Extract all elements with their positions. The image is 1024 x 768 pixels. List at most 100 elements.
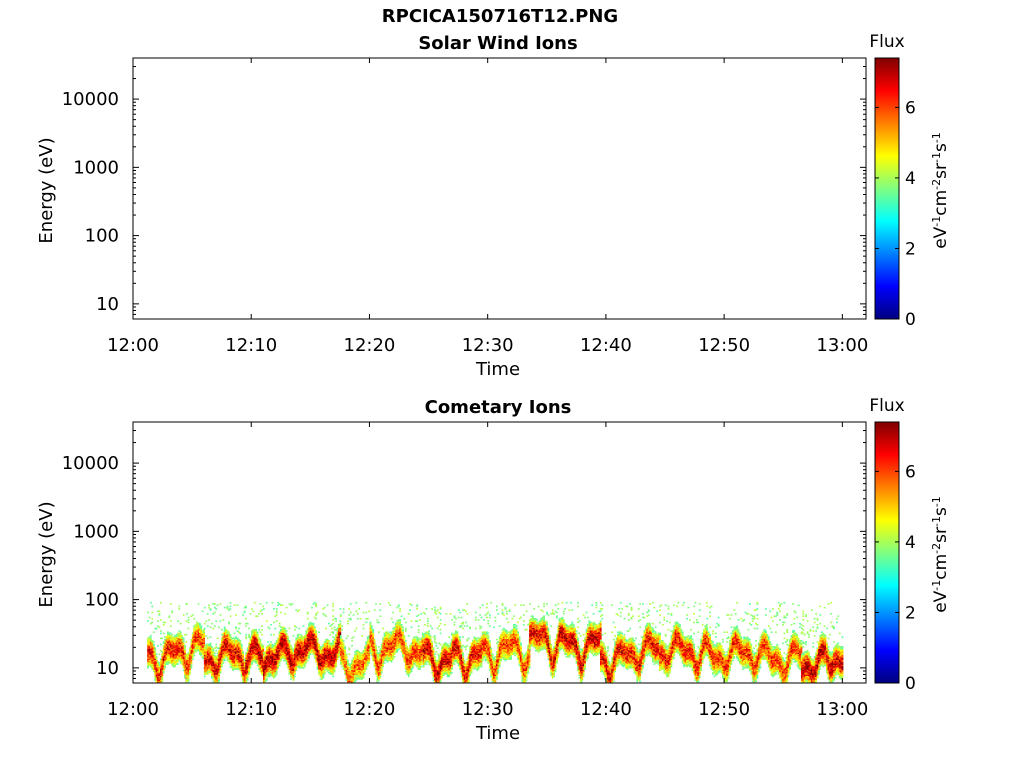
flux-cell [347, 674, 349, 676]
flux-cell [164, 654, 166, 657]
flux-cell [162, 659, 165, 662]
flux-cell [157, 625, 159, 627]
flux-cell [228, 657, 230, 659]
flux-cell [264, 671, 267, 674]
flux-cell [248, 656, 250, 658]
flux-cell [315, 630, 318, 632]
flux-cell [154, 679, 157, 681]
flux-cell [284, 633, 287, 636]
flux-cell [281, 643, 284, 646]
flux-cell [235, 654, 237, 657]
flux-cell [312, 652, 315, 654]
flux-cell [216, 680, 219, 683]
flux-cell [333, 644, 336, 647]
flux-cell [236, 653, 239, 656]
flux-cell [206, 644, 209, 647]
flux-cell [167, 663, 169, 665]
flux-cell [342, 659, 345, 662]
flux-cell [376, 619, 379, 621]
flux-cell [339, 633, 342, 636]
flux-cell [298, 609, 301, 611]
flux-cell [304, 642, 306, 645]
flux-cell [199, 651, 201, 653]
flux-cell [321, 656, 323, 658]
flux-cell [219, 671, 222, 674]
flux-cell [223, 606, 226, 609]
flux-cell [209, 656, 212, 658]
flux-cell [342, 642, 345, 645]
flux-cell [302, 654, 305, 657]
flux-cell [328, 667, 330, 669]
flux-cell [199, 635, 201, 637]
flux-cell [362, 624, 365, 626]
flux-cell [209, 643, 212, 646]
flux-cell [189, 667, 191, 669]
flux-cell [164, 660, 166, 663]
flux-cell [208, 649, 210, 652]
flux-cell [249, 638, 252, 641]
flux-cell [147, 663, 149, 665]
flux-cell [329, 644, 332, 647]
flux-cell [298, 636, 301, 638]
flux-cell [147, 665, 149, 668]
flux-cell [185, 620, 188, 622]
flux-cell [306, 642, 309, 645]
flux-cell [218, 665, 220, 668]
flux-cell [319, 663, 322, 665]
flux-cell [251, 631, 253, 633]
flux-cell [152, 641, 155, 643]
flux-cell [239, 651, 242, 653]
flux-cell [329, 651, 332, 653]
flux-cell [181, 643, 183, 646]
flux-cell [259, 665, 262, 668]
flux-cell [270, 670, 272, 673]
flux-cell [344, 656, 346, 658]
flux-cell [147, 637, 149, 640]
flux-cell [209, 649, 212, 652]
flux-cell [341, 628, 344, 631]
flux-cell [352, 636, 355, 638]
flux-cell [161, 663, 164, 665]
flux-cell [201, 648, 204, 651]
flux-cell [308, 648, 310, 651]
flux-cell [285, 656, 288, 658]
flux-cell [344, 664, 346, 667]
flux-cell [235, 643, 237, 646]
flux-cell [177, 632, 179, 635]
flux-cell [281, 647, 284, 649]
flux-cell [190, 644, 193, 647]
flux-cell [335, 646, 337, 648]
flux-cell [203, 622, 206, 625]
flux-cell [400, 624, 403, 626]
flux-cell [236, 637, 239, 640]
flux-cell [315, 644, 318, 647]
flux-cell [249, 643, 252, 646]
flux-cell [161, 668, 164, 670]
flux-cell [218, 647, 220, 649]
flux-cell [348, 614, 351, 616]
flux-cell [200, 640, 203, 642]
flux-cell [336, 653, 339, 656]
flux-cell [185, 680, 188, 683]
flux-cell [233, 638, 236, 641]
flux-cell [239, 653, 242, 656]
flux-cell [222, 657, 225, 659]
flux-cell [171, 657, 174, 659]
flux-cell [152, 653, 155, 656]
flux-cell [147, 644, 149, 647]
flux-cell [308, 631, 310, 633]
flux-cell [169, 638, 172, 641]
flux-cell [274, 664, 277, 667]
flux-cell [179, 659, 182, 662]
flux-cell [229, 652, 232, 654]
flux-cell [328, 640, 330, 642]
flux-cell [265, 647, 268, 649]
flux-cell [212, 676, 215, 679]
flux-cell [225, 653, 227, 656]
flux-cell [151, 648, 154, 651]
flux-cell [228, 622, 230, 625]
flux-cell [333, 659, 336, 662]
flux-cell [199, 652, 201, 654]
flux-cell [206, 657, 209, 659]
flux-cell [345, 664, 348, 667]
